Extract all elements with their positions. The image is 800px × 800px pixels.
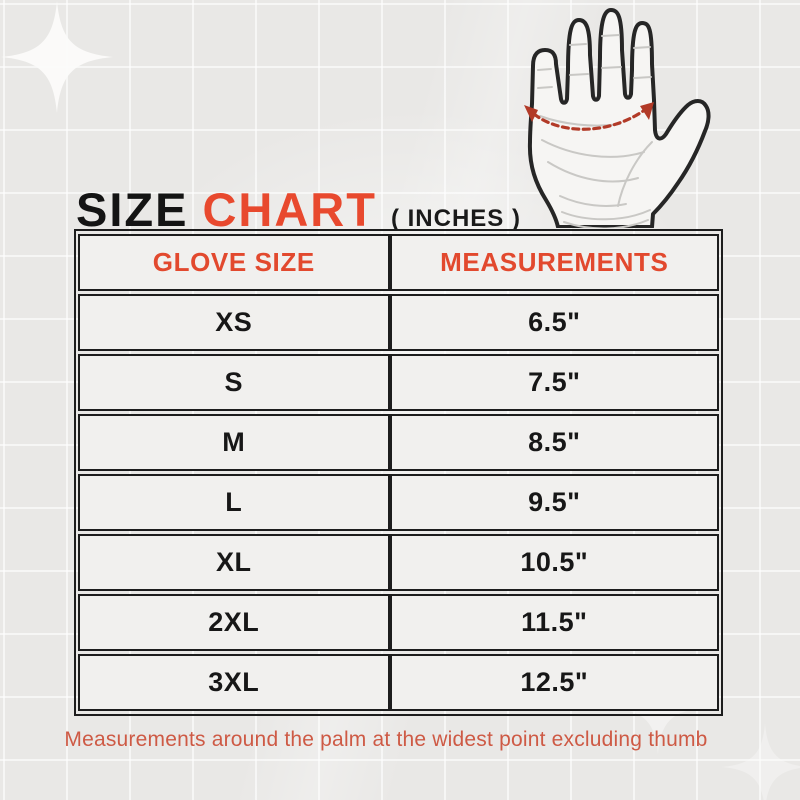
measurement-cell: 10.5" [389, 535, 717, 589]
table-row: S 7.5" [78, 353, 719, 411]
measurement-cell: 8.5" [389, 415, 717, 469]
table-row: M 8.5" [78, 413, 719, 471]
glove-size-cell: XS [80, 295, 390, 349]
table-row: 3XL 12.5" [78, 653, 719, 711]
glove-size-cell: XL [80, 535, 390, 589]
header-glove-size: GLOVE SIZE [80, 235, 390, 289]
measurement-cell: 12.5" [389, 655, 717, 709]
title-word-size: SIZE [76, 183, 189, 236]
measurement-cell: 7.5" [389, 355, 717, 409]
header-measurements: MEASUREMENTS [389, 235, 717, 289]
glove-size-cell: M [80, 415, 390, 469]
hand-outline [527, 8, 711, 228]
title-word-chart: CHART [202, 183, 377, 236]
table-row: 2XL 11.5" [78, 593, 719, 651]
glove-size-cell: L [80, 475, 390, 529]
table-row: L 9.5" [78, 473, 719, 531]
measurement-cell: 6.5" [389, 295, 717, 349]
page-title: SIZE CHART ( INCHES ) [76, 182, 521, 237]
table-row: XL 10.5" [78, 533, 719, 591]
hand-palm-measurement-icon [524, 8, 711, 228]
size-table: GLOVE SIZE MEASUREMENTS XS 6.5" S 7.5" M… [74, 229, 723, 716]
table-row: XS 6.5" [78, 293, 719, 351]
measurement-note: Measurements around the palm at the wide… [64, 728, 708, 751]
table-header-row: GLOVE SIZE MEASUREMENTS [78, 233, 719, 291]
sparkle-icon [1, 1, 113, 113]
glove-size-cell: S [80, 355, 390, 409]
palm-crease-lines [537, 34, 653, 228]
title-unit-note: ( INCHES ) [390, 205, 521, 232]
measurement-arrow-icon [524, 102, 654, 131]
measurement-cell: 9.5" [389, 475, 717, 529]
glove-size-cell: 2XL [80, 595, 390, 649]
measurement-cell: 11.5" [389, 595, 717, 649]
glove-size-cell: 3XL [80, 655, 390, 709]
